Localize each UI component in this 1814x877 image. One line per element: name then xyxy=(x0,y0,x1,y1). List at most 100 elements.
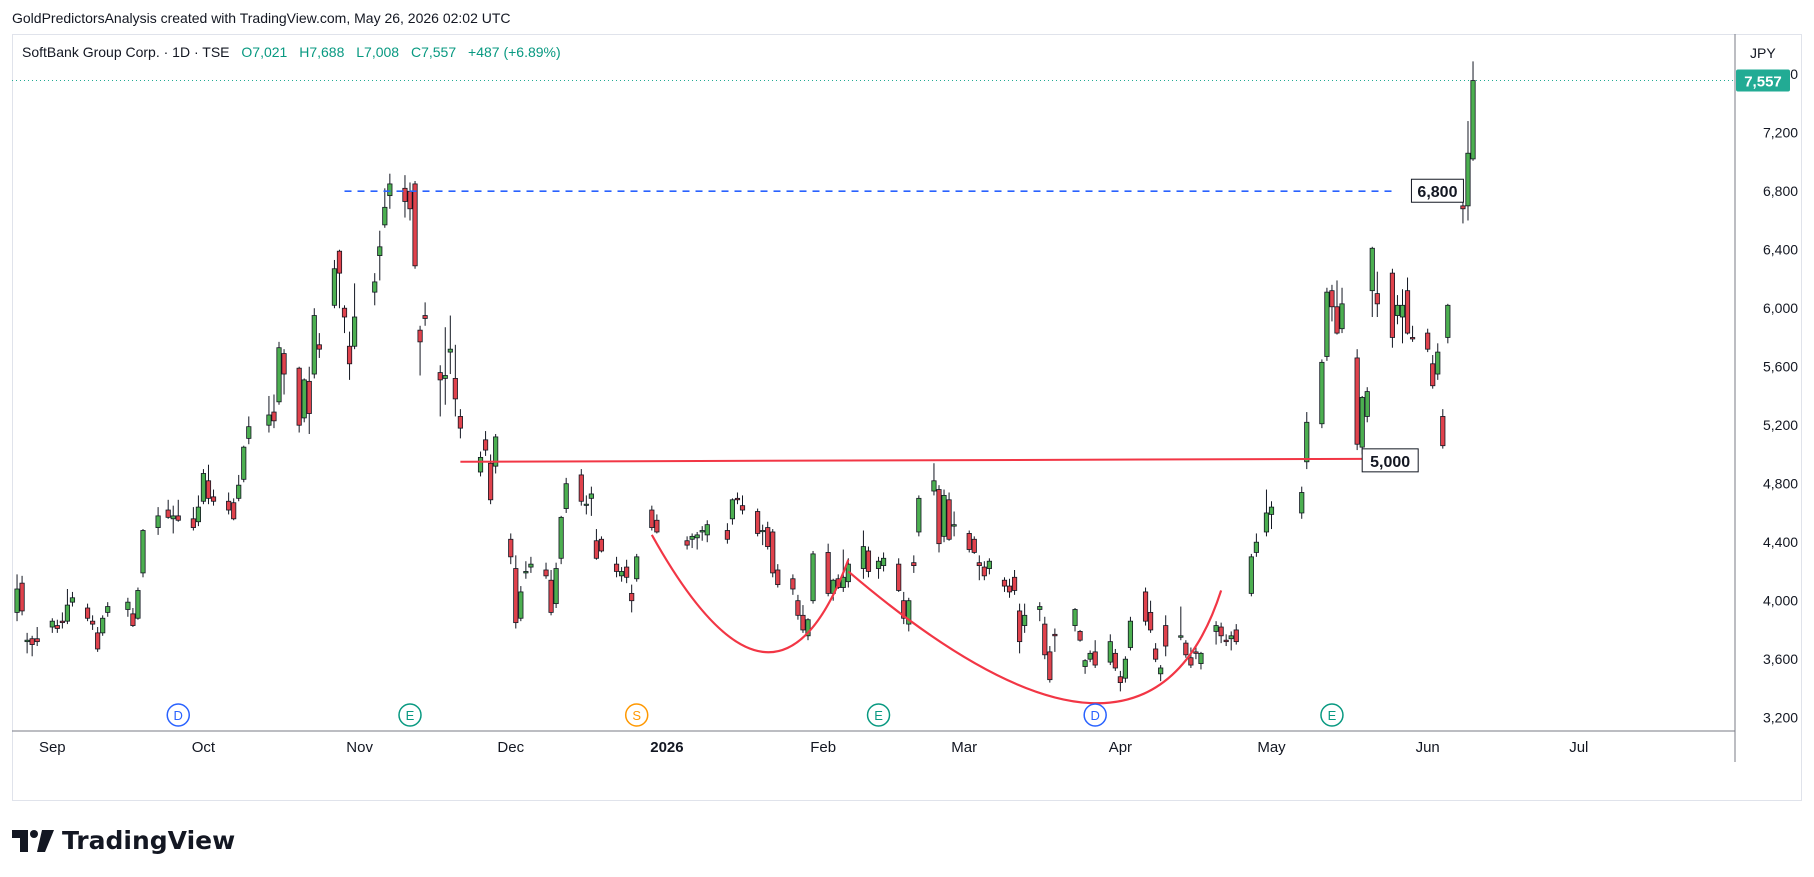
legend-symbol[interactable]: SoftBank Group Corp. · 1D · TSE xyxy=(22,44,230,60)
bullish-candle xyxy=(1107,641,1113,663)
bearish-candle xyxy=(1047,651,1053,681)
time-tick-label: Nov xyxy=(346,739,373,756)
bullish-candle xyxy=(810,553,816,602)
bearish-candle xyxy=(316,344,322,350)
bullish-candle xyxy=(1339,303,1345,330)
bearish-candle xyxy=(1329,290,1335,308)
bullish-candle xyxy=(49,620,55,628)
bullish-candle xyxy=(563,483,569,509)
bullish-candle xyxy=(1394,304,1401,316)
neckline-line xyxy=(460,457,1363,463)
bearish-candle xyxy=(825,552,831,594)
bullish-candle xyxy=(140,530,146,574)
bullish-candle xyxy=(1263,512,1270,533)
bearish-candle xyxy=(271,411,277,422)
bearish-candle xyxy=(865,550,872,572)
event-marker-earnings xyxy=(398,703,422,727)
bearish-candle xyxy=(336,250,343,274)
bullish-candle xyxy=(69,597,76,603)
bearish-candle xyxy=(896,563,902,591)
event-marker-label: D xyxy=(174,708,183,723)
bullish-candle xyxy=(634,556,640,580)
bullish-candle xyxy=(24,639,30,643)
legend-change: +487 (+6.89%) xyxy=(468,44,561,60)
bearish-candle xyxy=(205,480,212,499)
bearish-candle xyxy=(911,562,917,567)
bearish-candle xyxy=(1193,651,1199,654)
bearish-candle xyxy=(946,499,952,540)
bullish-candle xyxy=(1364,391,1370,417)
bullish-candle xyxy=(125,601,131,610)
bearish-candle xyxy=(407,190,413,210)
bearish-candle xyxy=(1374,293,1380,305)
symbol-legend: SoftBank Group Corp. · 1D · TSE O7,021 H… xyxy=(22,44,561,60)
bearish-candle xyxy=(1430,363,1436,387)
bullish-candle xyxy=(377,246,383,256)
price-tick-label: 5,600 xyxy=(1763,359,1798,375)
bearish-candle xyxy=(770,531,776,574)
bullish-candle xyxy=(195,506,201,523)
bullish-candle xyxy=(619,571,625,577)
bearish-candle xyxy=(190,518,196,528)
bearish-candle xyxy=(593,540,599,559)
bullish-candle xyxy=(583,503,589,506)
bullish-candle xyxy=(931,480,937,492)
bearish-candle xyxy=(936,489,942,545)
bearish-candle xyxy=(452,378,458,400)
bearish-candle xyxy=(1233,629,1239,643)
bearish-candle xyxy=(649,509,655,528)
bearish-candle xyxy=(1006,585,1013,593)
bullish-candle xyxy=(699,530,705,533)
bullish-candle xyxy=(760,530,766,533)
bullish-candle xyxy=(1319,361,1325,425)
currency-label[interactable]: JPY xyxy=(1750,45,1776,61)
bearish-candle xyxy=(1077,631,1083,641)
time-tick-label: Oct xyxy=(192,739,216,756)
bullish-candle xyxy=(1470,80,1476,160)
bullish-candle xyxy=(1122,658,1128,679)
bearish-candle xyxy=(281,353,287,375)
bullish-candle xyxy=(493,436,499,467)
time-tick-label: Feb xyxy=(810,739,836,756)
brand-name: TradingView xyxy=(62,826,236,855)
bearish-candle xyxy=(19,582,25,612)
event-marker-label: E xyxy=(1328,708,1337,723)
bearish-candle xyxy=(29,638,35,645)
time-tick-label: May xyxy=(1257,739,1286,756)
bullish-candle xyxy=(906,600,912,625)
bearish-candle xyxy=(1334,306,1340,334)
bearish-candle xyxy=(90,620,96,625)
bearish-candle xyxy=(543,569,549,577)
bearish-candle xyxy=(130,613,136,626)
bearish-candle xyxy=(765,527,771,547)
bullish-candle xyxy=(704,524,710,536)
time-tick-label: 2026 xyxy=(650,739,683,756)
bearish-candle xyxy=(513,568,519,624)
bullish-candle xyxy=(1465,152,1471,207)
bullish-candle xyxy=(14,588,20,613)
bullish-candle xyxy=(1299,492,1305,514)
bullish-candle xyxy=(1304,421,1310,463)
tradingview-brand[interactable]: TradingView xyxy=(12,826,235,855)
event-marker-dividend xyxy=(1083,703,1107,727)
legend-low: L7,008 xyxy=(356,44,400,60)
bullish-candle xyxy=(382,206,388,226)
bearish-candle xyxy=(790,578,796,590)
bearish-candle xyxy=(1001,579,1008,587)
bullish-candle xyxy=(860,546,867,569)
bearish-candle xyxy=(684,540,690,546)
bullish-candle xyxy=(1037,606,1043,610)
bearish-candle xyxy=(84,607,91,619)
bearish-candle xyxy=(981,566,987,577)
bearish-candle xyxy=(54,625,60,629)
bullish-candle xyxy=(518,591,524,619)
bearish-candle xyxy=(901,600,907,619)
neckline-label: 5,000 xyxy=(1370,454,1410,471)
bearish-candle xyxy=(482,439,489,451)
bearish-candle xyxy=(508,538,514,558)
bearish-candle xyxy=(654,519,660,533)
bullish-candle xyxy=(241,446,247,480)
time-tick-label: Jul xyxy=(1569,739,1588,756)
bullish-candle xyxy=(352,316,358,347)
